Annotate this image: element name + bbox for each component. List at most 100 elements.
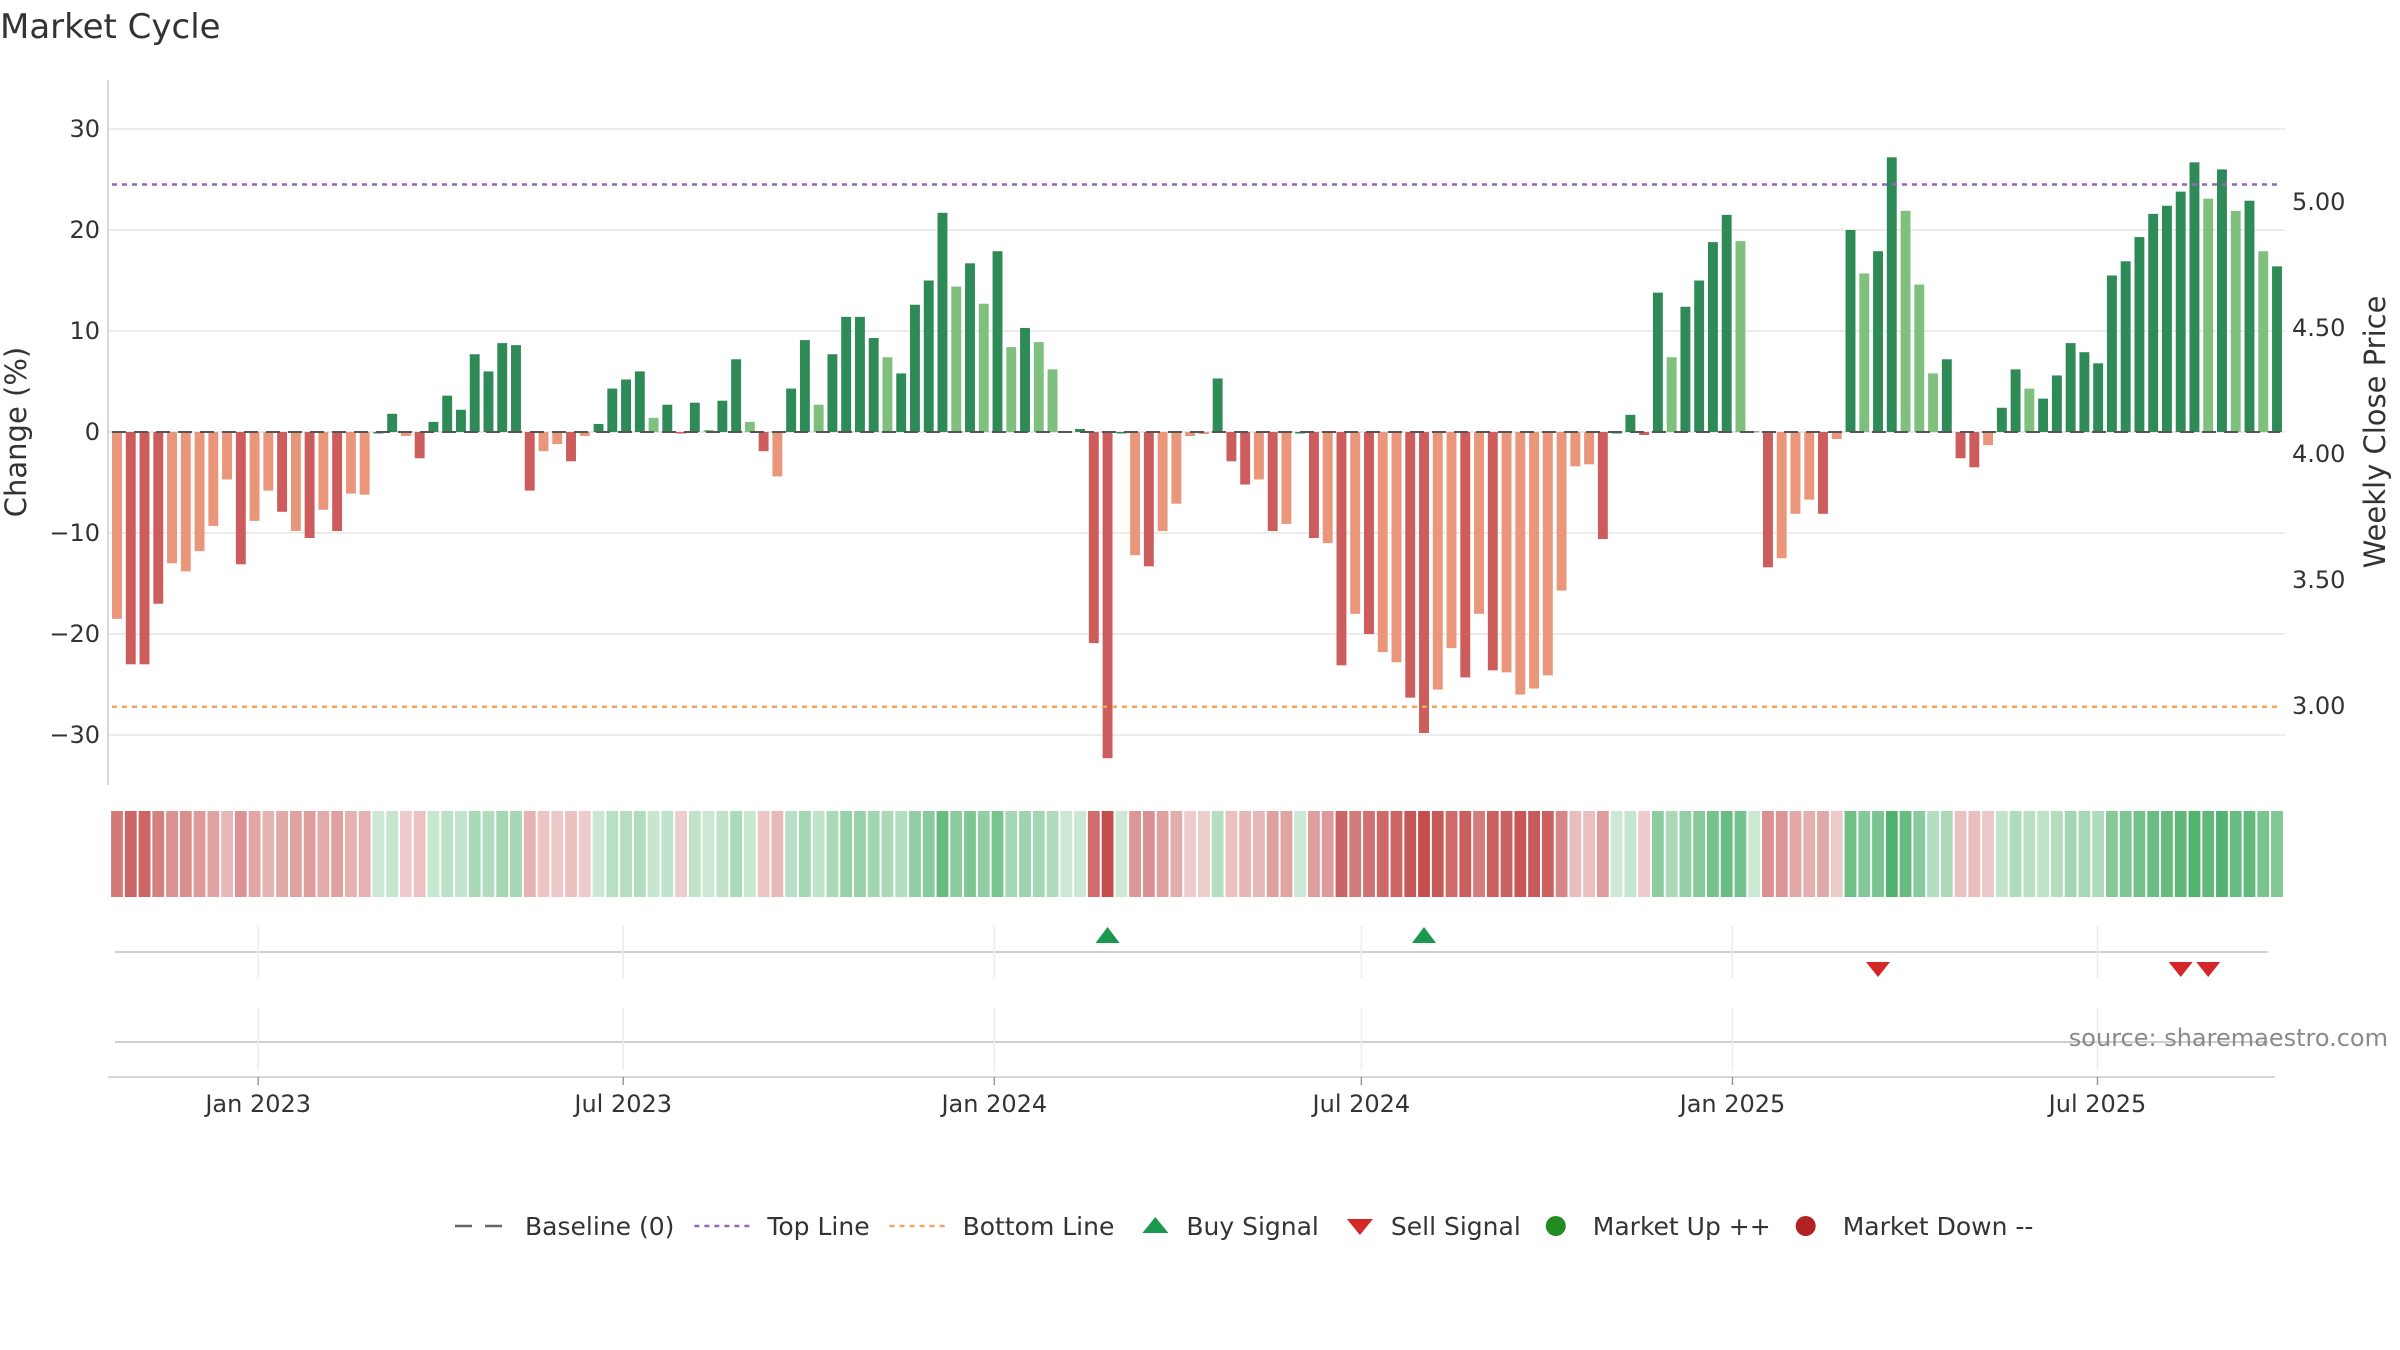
change-bar — [937, 212, 948, 432]
heat-cell — [771, 811, 784, 897]
y2-tick-label: 4.00 — [2292, 440, 2345, 468]
change-bar — [1735, 241, 1746, 432]
change-bar — [1666, 357, 1677, 432]
change-bar — [1240, 432, 1251, 485]
heat-cell — [1363, 811, 1375, 897]
heat-cell — [2092, 811, 2105, 897]
heat-cell — [2202, 811, 2215, 897]
change-bar — [634, 371, 645, 432]
change-bar — [910, 304, 920, 432]
change-bar — [813, 404, 824, 432]
source-note: source: sharemaestro.com — [2069, 1024, 2388, 1052]
heat-cell — [1583, 811, 1596, 897]
heat-cell — [1500, 811, 1513, 897]
change-bar — [1198, 432, 1209, 435]
change-bar — [2120, 261, 2131, 432]
heat-cell — [1239, 811, 1252, 897]
heat-cell — [1184, 811, 1197, 897]
change-bar — [951, 286, 962, 432]
cycle-heat-strip — [111, 811, 2283, 897]
heat-cell — [964, 811, 976, 897]
change-bar — [1625, 414, 1636, 432]
sell-signal-marker — [2196, 962, 2221, 977]
y-tick-label: −10 — [49, 519, 100, 547]
change-bar — [1020, 327, 1030, 432]
heat-cell — [317, 811, 330, 897]
y-axis-label: Change (%) — [0, 347, 33, 517]
heat-cell — [537, 811, 550, 897]
heat-cell — [1321, 811, 1334, 897]
change-bar — [841, 316, 852, 432]
heat-cell — [2229, 811, 2242, 897]
heat-cell — [688, 811, 701, 897]
change-bar — [483, 371, 494, 432]
change-bar — [827, 354, 838, 432]
heat-cell — [138, 811, 151, 897]
heat-cell — [1252, 811, 1265, 897]
change-bar — [1914, 284, 1925, 432]
change-bar — [1584, 432, 1595, 465]
y-tick-label: −30 — [49, 721, 100, 749]
y2-tick-label: 3.50 — [2292, 566, 2345, 594]
change-bar — [868, 338, 879, 432]
heat-cell — [2161, 811, 2173, 897]
heat-cell — [413, 811, 426, 897]
change-bar — [2230, 210, 2241, 432]
heat-cell — [1115, 811, 1128, 897]
heat-cell — [1418, 811, 1430, 897]
change-bar — [621, 379, 631, 432]
change-bar — [1597, 432, 1608, 540]
heat-cell — [578, 811, 591, 897]
change-bar — [2203, 198, 2214, 432]
heat-cell — [1885, 811, 1898, 897]
change-bar — [1267, 432, 1278, 531]
heat-cell — [1720, 811, 1733, 897]
change-bar — [1102, 432, 1113, 759]
heat-cell — [1596, 811, 1609, 897]
change-bar — [1171, 432, 1182, 504]
heat-cell — [1211, 811, 1224, 897]
heat-cell — [1170, 811, 1183, 897]
x-tick-label: Jul 2023 — [572, 1090, 672, 1118]
y2-tick-label: 4.50 — [2292, 314, 2345, 342]
y-tick-label: 0 — [85, 418, 100, 446]
heat-cell — [854, 811, 866, 897]
heat-cell — [1156, 811, 1169, 897]
change-bar — [442, 395, 453, 432]
heat-cell — [1473, 811, 1485, 897]
change-bar — [689, 402, 700, 432]
change-bar — [2038, 398, 2049, 432]
change-bar — [235, 432, 246, 565]
change-bar — [1570, 432, 1581, 467]
change-bar — [965, 263, 975, 432]
change-bar — [1969, 432, 1980, 468]
change-bar — [2024, 388, 2035, 432]
heat-cell — [867, 811, 880, 897]
heat-cell — [166, 811, 178, 897]
heat-cell — [1968, 811, 1981, 897]
change-bar — [1694, 280, 1705, 432]
change-bar — [1185, 432, 1196, 437]
change-bar — [167, 432, 177, 564]
change-bar — [1859, 273, 1870, 432]
heat-cell — [152, 811, 165, 897]
chart-title: Market Cycle — [0, 7, 221, 47]
change-bar — [455, 409, 466, 432]
change-bar — [772, 432, 783, 477]
heat-cell — [468, 811, 481, 897]
heat-cell — [936, 811, 949, 897]
change-bar — [1721, 214, 1732, 432]
change-bar — [648, 417, 659, 432]
change-bar — [318, 432, 329, 510]
change-bar — [1639, 432, 1650, 436]
heat-cell — [1060, 811, 1073, 897]
change-bar — [2148, 213, 2159, 432]
heat-cell — [1541, 811, 1554, 897]
change-bar — [2065, 343, 2076, 432]
change-bar — [1804, 432, 1815, 500]
y-tick-label: −20 — [49, 620, 100, 648]
change-bar — [1886, 157, 1897, 432]
heat-cell — [620, 811, 632, 897]
heat-cell — [1610, 811, 1623, 897]
